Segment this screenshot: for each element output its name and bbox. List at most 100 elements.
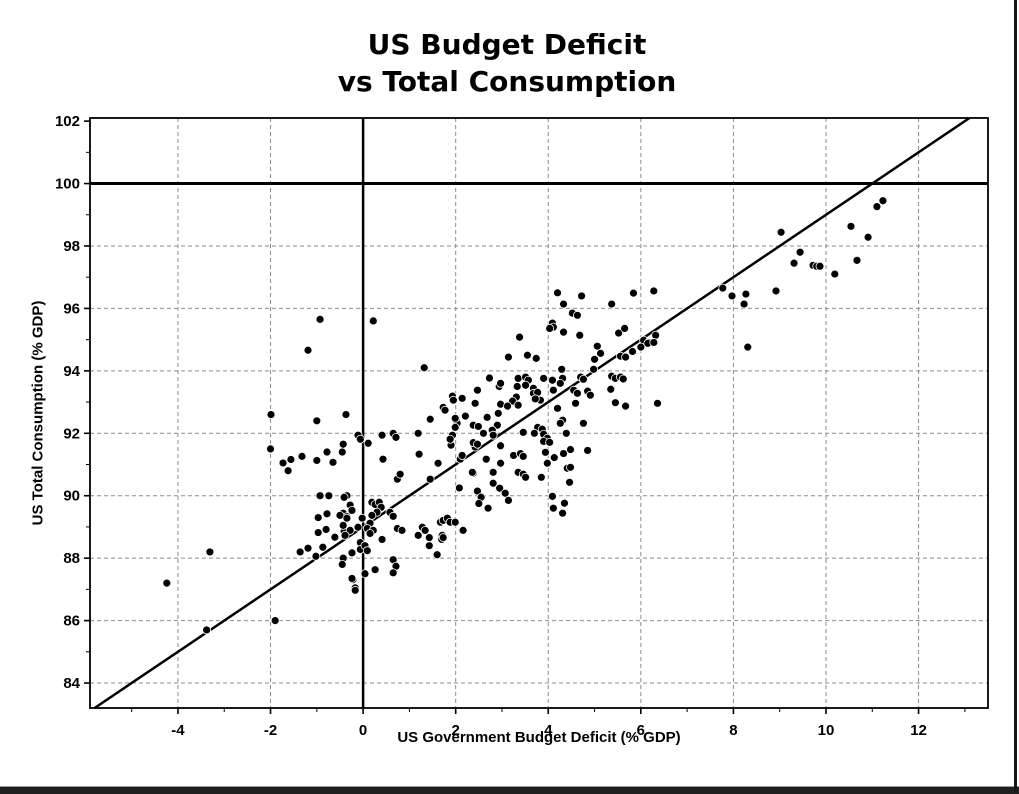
data-point bbox=[413, 530, 423, 540]
data-point bbox=[315, 491, 325, 501]
data-point bbox=[620, 324, 630, 333]
data-point bbox=[539, 373, 549, 383]
data-point bbox=[618, 374, 628, 384]
data-point bbox=[312, 456, 322, 465]
data-point bbox=[513, 373, 523, 383]
data-point bbox=[425, 474, 435, 484]
data-point bbox=[653, 398, 662, 408]
data-point bbox=[479, 428, 488, 438]
x-tick-label: -4 bbox=[171, 722, 185, 739]
x-tick-label: 2 bbox=[452, 722, 460, 739]
x-tick-label: 4 bbox=[544, 722, 553, 739]
data-point bbox=[419, 363, 429, 373]
data-point bbox=[353, 522, 363, 532]
data-point bbox=[529, 428, 539, 438]
x-tick-label: 12 bbox=[910, 722, 927, 739]
data-point bbox=[545, 324, 555, 333]
data-point bbox=[205, 547, 215, 557]
data-point bbox=[585, 390, 595, 400]
data-point bbox=[470, 398, 480, 408]
data-point bbox=[739, 299, 749, 309]
data-point bbox=[496, 441, 505, 451]
data-point bbox=[473, 385, 482, 395]
data-point bbox=[278, 458, 288, 468]
x-tick-label: 10 bbox=[818, 722, 835, 739]
data-point bbox=[360, 569, 370, 579]
data-point bbox=[368, 316, 378, 326]
data-point bbox=[513, 400, 523, 410]
data-point bbox=[523, 350, 532, 360]
y-tick-label: 88 bbox=[63, 550, 80, 567]
x-tick-label: -2 bbox=[264, 722, 277, 739]
data-point bbox=[741, 289, 751, 299]
data-point bbox=[557, 364, 567, 374]
data-point bbox=[589, 364, 599, 374]
data-point bbox=[330, 532, 340, 542]
data-point bbox=[651, 330, 661, 340]
data-point bbox=[162, 578, 172, 588]
data-point bbox=[614, 328, 624, 338]
data-point bbox=[357, 513, 367, 523]
data-point bbox=[521, 472, 530, 482]
data-point bbox=[448, 395, 458, 405]
data-point bbox=[481, 454, 491, 464]
data-point bbox=[461, 411, 470, 421]
data-point bbox=[362, 546, 372, 556]
data-point bbox=[718, 283, 728, 293]
data-point bbox=[607, 299, 617, 309]
data-point bbox=[606, 384, 616, 394]
data-point bbox=[776, 227, 786, 237]
data-point bbox=[322, 447, 332, 457]
data-point bbox=[474, 499, 484, 508]
data-point bbox=[363, 438, 373, 448]
data-point bbox=[413, 428, 423, 438]
trend-line bbox=[93, 116, 971, 710]
data-point bbox=[549, 453, 559, 463]
data-point bbox=[420, 525, 430, 535]
data-point bbox=[559, 299, 568, 309]
data-point bbox=[560, 498, 569, 508]
data-point bbox=[377, 430, 387, 440]
data-point bbox=[391, 432, 401, 442]
data-point bbox=[541, 447, 550, 457]
data-point bbox=[496, 458, 505, 468]
data-point bbox=[815, 261, 825, 271]
data-point bbox=[433, 458, 443, 468]
y-tick-label: 84 bbox=[63, 675, 80, 692]
data-point bbox=[500, 488, 510, 498]
data-point bbox=[493, 408, 503, 418]
data-point bbox=[340, 530, 350, 540]
data-point bbox=[313, 528, 323, 537]
data-point bbox=[342, 513, 352, 523]
data-point bbox=[571, 398, 580, 408]
data-point bbox=[457, 393, 467, 403]
data-point bbox=[473, 439, 482, 449]
data-point bbox=[467, 467, 477, 477]
data-point bbox=[313, 513, 323, 522]
data-point bbox=[559, 449, 568, 458]
data-point bbox=[454, 483, 464, 493]
data-point bbox=[863, 232, 873, 242]
data-point bbox=[573, 388, 582, 398]
data-point bbox=[795, 247, 805, 257]
data-point bbox=[515, 332, 524, 342]
data-point bbox=[347, 574, 357, 583]
data-point bbox=[295, 547, 305, 557]
data-point bbox=[395, 469, 405, 479]
data-point bbox=[577, 291, 586, 301]
data-point bbox=[566, 462, 575, 472]
data-point bbox=[485, 373, 494, 383]
data-point bbox=[518, 451, 528, 461]
data-point bbox=[286, 455, 296, 464]
data-point bbox=[649, 286, 659, 296]
data-point bbox=[458, 525, 468, 535]
data-point bbox=[504, 352, 513, 362]
data-point bbox=[339, 492, 349, 502]
y-tick-label: 90 bbox=[63, 488, 80, 505]
data-point bbox=[270, 616, 280, 625]
x-axis-label: US Government Budget Deficit (% GDP) bbox=[397, 729, 681, 746]
data-point bbox=[629, 288, 638, 298]
data-point bbox=[636, 342, 646, 352]
data-point bbox=[347, 505, 357, 515]
